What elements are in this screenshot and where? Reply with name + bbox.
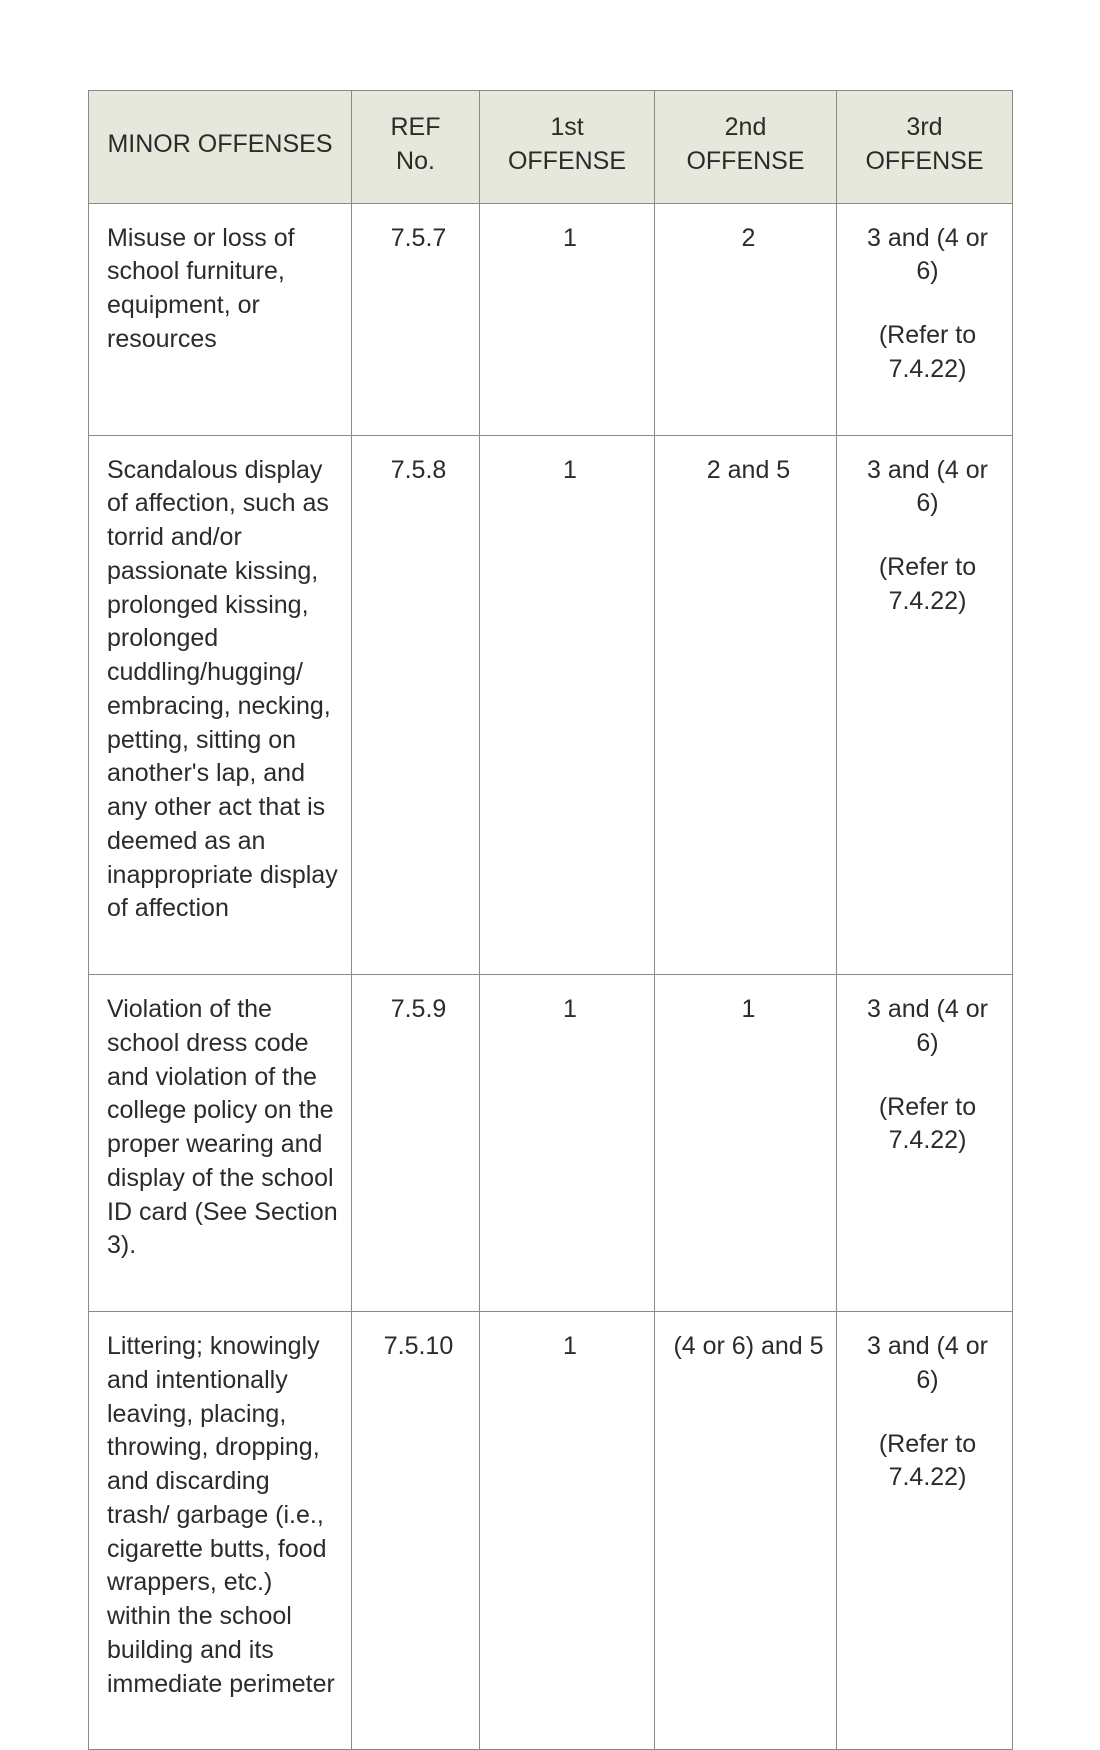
offense-3rd: 3 and (4 or 6) (Refer to 7.4.22) — [837, 203, 1013, 435]
offense-2nd: (4 or 6) and 5 — [655, 1312, 837, 1750]
header-label: OFFENSE — [508, 147, 626, 175]
offense-3rd: 3 and (4 or 6) (Refer to 7.4.22) — [837, 435, 1013, 975]
header-label: 2nd — [725, 113, 767, 141]
header-label: 1st — [550, 113, 583, 141]
cell-text: (Refer to 7.4.22) — [855, 319, 1000, 387]
offense-ref: 7.5.10 — [352, 1312, 480, 1750]
cell-text: (Refer to 7.4.22) — [855, 1091, 1000, 1159]
header-label: REF — [391, 113, 441, 141]
spacer — [855, 289, 1000, 319]
cell-text: (Refer to 7.4.22) — [855, 1428, 1000, 1496]
cell-text: 3 and (4 or 6) — [855, 1330, 1000, 1398]
table-row: Scandalous display of affection, such as… — [89, 435, 1013, 975]
table-row: Littering; knowingly and intentionally l… — [89, 1312, 1013, 1750]
offense-description: Violation of the school dress code and v… — [89, 975, 352, 1312]
offense-2nd: 1 — [655, 975, 837, 1312]
offense-1st: 1 — [480, 435, 655, 975]
table-body: Misuse or loss of school furniture, equi… — [89, 203, 1013, 1750]
offense-1st: 1 — [480, 1312, 655, 1750]
page: MINOR OFFENSES REF No. 1st OFFENSE 2nd O… — [0, 0, 1100, 1700]
col-header-1st: 1st OFFENSE — [480, 91, 655, 204]
table-row: Misuse or loss of school furniture, equi… — [89, 203, 1013, 435]
header-label: No. — [396, 147, 435, 175]
header-label: OFFENSE — [686, 147, 804, 175]
offense-2nd: 2 — [655, 203, 837, 435]
offenses-table: MINOR OFFENSES REF No. 1st OFFENSE 2nd O… — [88, 90, 1013, 1750]
offense-ref: 7.5.9 — [352, 975, 480, 1312]
col-header-offenses: MINOR OFFENSES — [89, 91, 352, 204]
offense-description: Scandalous display of affection, such as… — [89, 435, 352, 975]
offense-3rd: 3 and (4 or 6) (Refer to 7.4.22) — [837, 975, 1013, 1312]
offense-3rd: 3 and (4 or 6) (Refer to 7.4.22) — [837, 1312, 1013, 1750]
table-header-row: MINOR OFFENSES REF No. 1st OFFENSE 2nd O… — [89, 91, 1013, 204]
offense-description: Misuse or loss of school furniture, equi… — [89, 203, 352, 435]
cell-text: (Refer to 7.4.22) — [855, 551, 1000, 619]
offense-2nd: 2 and 5 — [655, 435, 837, 975]
spacer — [855, 521, 1000, 551]
spacer — [855, 1061, 1000, 1091]
header-label: MINOR OFFENSES — [107, 130, 332, 158]
col-header-2nd: 2nd OFFENSE — [655, 91, 837, 204]
cell-text: 3 and (4 or 6) — [855, 993, 1000, 1061]
offense-ref: 7.5.7 — [352, 203, 480, 435]
cell-text: 3 and (4 or 6) — [855, 454, 1000, 522]
offense-1st: 1 — [480, 975, 655, 1312]
cell-text: 3 and (4 or 6) — [855, 222, 1000, 290]
col-header-ref: REF No. — [352, 91, 480, 204]
offense-description: Littering; knowingly and intentionally l… — [89, 1312, 352, 1750]
offense-1st: 1 — [480, 203, 655, 435]
col-header-3rd: 3rd OFFENSE — [837, 91, 1013, 204]
header-label: OFFENSE — [865, 147, 983, 175]
table-row: Violation of the school dress code and v… — [89, 975, 1013, 1312]
header-label: 3rd — [906, 113, 942, 141]
spacer — [855, 1398, 1000, 1428]
offense-ref: 7.5.8 — [352, 435, 480, 975]
